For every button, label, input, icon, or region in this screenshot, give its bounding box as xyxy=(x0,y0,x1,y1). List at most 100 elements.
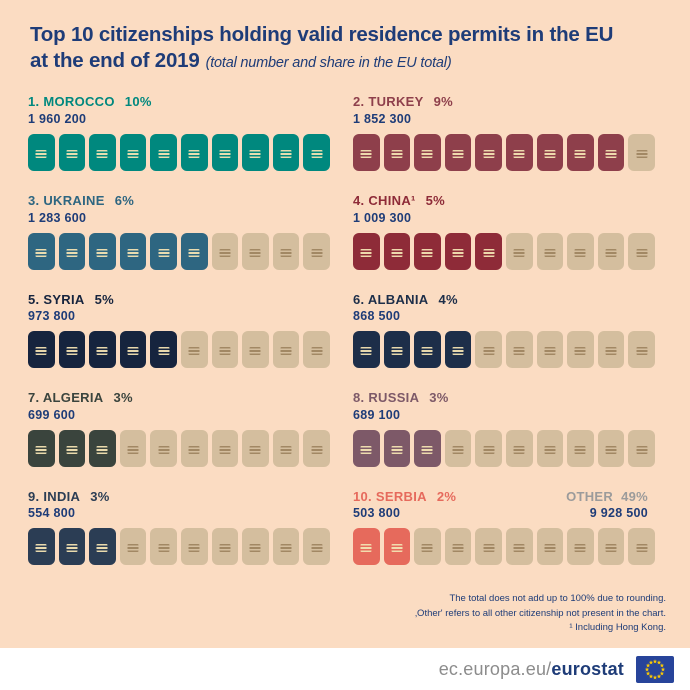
passport-icon xyxy=(567,528,594,566)
passport-icon xyxy=(597,528,625,566)
passport-emblem-icon xyxy=(188,544,200,553)
passport-emblem-icon xyxy=(96,347,108,356)
passport-emblem-icon xyxy=(96,544,108,553)
entry-total: 1 852 300 xyxy=(353,112,412,127)
passport-icon xyxy=(444,232,472,270)
passport-emblem-icon xyxy=(483,445,495,454)
passport-icon xyxy=(242,429,269,467)
passport-icon xyxy=(180,134,208,172)
passport-icon xyxy=(211,232,239,270)
footer-url[interactable]: ec.europa.eu/eurostat xyxy=(439,659,624,680)
passport-emblem-icon xyxy=(391,150,403,159)
entry-label: 5. SYRIA 5% xyxy=(28,292,337,308)
passport-icon xyxy=(444,528,472,566)
passport-emblem-icon xyxy=(421,544,433,553)
passport-emblem-icon xyxy=(605,544,617,553)
passport-row xyxy=(353,528,662,566)
passport-icon xyxy=(628,331,655,369)
passport-emblem-icon xyxy=(188,347,200,356)
entry-rank-country: 10. SERBIA xyxy=(353,488,427,504)
passport-icon xyxy=(211,331,239,369)
passport-emblem-icon xyxy=(35,347,47,356)
passport-icon xyxy=(242,232,269,270)
passport-emblem-icon xyxy=(636,544,648,553)
footer: ec.europa.eu/eurostat xyxy=(0,648,690,690)
passport-icon xyxy=(58,134,86,172)
passport-emblem-icon xyxy=(421,248,433,257)
passport-icon xyxy=(628,232,655,270)
passport-icon xyxy=(119,134,147,172)
passport-emblem-icon xyxy=(280,150,292,159)
passport-icon xyxy=(383,134,411,172)
other-total: 9 928 500 xyxy=(589,506,648,521)
passport-emblem-icon xyxy=(574,445,586,454)
passport-emblem-icon xyxy=(249,544,261,553)
passport-emblem-icon xyxy=(605,248,617,257)
entry-rank-country: 4. CHINA¹ xyxy=(353,193,416,209)
passport-emblem-icon xyxy=(391,445,403,454)
passport-emblem-icon xyxy=(249,445,261,454)
passport-emblem-icon xyxy=(391,544,403,553)
passport-row xyxy=(28,528,337,566)
passport-emblem-icon xyxy=(605,150,617,159)
title-subtitle: (total number and share in the EU total) xyxy=(205,55,452,72)
passport-icon xyxy=(536,528,564,566)
passport-icon xyxy=(505,429,533,467)
entry-rank-country: 5. SYRIA xyxy=(28,291,85,307)
passport-emblem-icon xyxy=(249,347,261,356)
entry-morocco: 1. MOROCCO 10% 1 960 200 xyxy=(28,94,337,172)
passport-icon xyxy=(444,331,472,369)
passport-icon xyxy=(475,429,502,467)
passport-icon xyxy=(475,134,502,172)
entry-total: 1 283 600 xyxy=(28,210,87,225)
passport-emblem-icon xyxy=(219,544,231,553)
passport-emblem-icon xyxy=(280,544,292,553)
passport-emblem-icon xyxy=(513,248,525,257)
passport-icon xyxy=(242,528,269,566)
passport-icon xyxy=(567,232,594,270)
entry-share: 10% xyxy=(124,94,152,110)
entry-share: 2% xyxy=(436,488,457,504)
passport-emblem-icon xyxy=(636,445,648,454)
entry-albania: 6. ALBANIA 4% 868 500 xyxy=(353,292,662,369)
passport-icon xyxy=(150,232,177,270)
passport-emblem-icon xyxy=(311,445,323,454)
entry-label: 10. SERBIA 2% xyxy=(353,489,662,505)
passport-emblem-icon xyxy=(360,248,372,257)
other-name: OTHER 49% xyxy=(566,488,648,504)
passport-icon xyxy=(597,429,625,467)
passport-icon xyxy=(180,429,208,467)
passport-icon xyxy=(58,429,86,467)
passport-emblem-icon xyxy=(636,150,648,159)
passport-icon xyxy=(505,528,533,566)
passport-emblem-icon xyxy=(66,150,78,159)
passport-icon xyxy=(383,528,411,566)
passport-emblem-icon xyxy=(483,150,495,159)
passport-icon xyxy=(597,331,625,369)
passport-icon xyxy=(536,134,564,172)
passport-emblem-icon xyxy=(249,150,261,159)
passport-emblem-icon xyxy=(219,248,231,257)
passport-emblem-icon xyxy=(360,347,372,356)
passport-emblem-icon xyxy=(127,445,139,454)
passport-icon xyxy=(353,232,380,270)
passport-icon xyxy=(303,331,330,369)
entry-total: 689 100 xyxy=(353,407,401,422)
footer-url-prefix: ec.europa.eu/ xyxy=(438,658,552,679)
passport-icon xyxy=(272,331,300,369)
passport-emblem-icon xyxy=(280,347,292,356)
passport-emblem-icon xyxy=(636,248,648,257)
passport-emblem-icon xyxy=(158,150,170,159)
passport-icon xyxy=(58,232,86,270)
other-label: OTHER 49% 9 928 500 xyxy=(566,489,648,522)
passport-icon xyxy=(414,134,441,172)
passport-emblem-icon xyxy=(452,445,464,454)
passport-emblem-icon xyxy=(513,544,525,553)
passport-icon xyxy=(353,528,380,566)
entry-total: 503 800 xyxy=(353,506,401,521)
passport-emblem-icon xyxy=(96,248,108,257)
passport-row xyxy=(353,429,662,467)
entry-total: 554 800 xyxy=(28,506,76,521)
passport-icon xyxy=(475,331,502,369)
